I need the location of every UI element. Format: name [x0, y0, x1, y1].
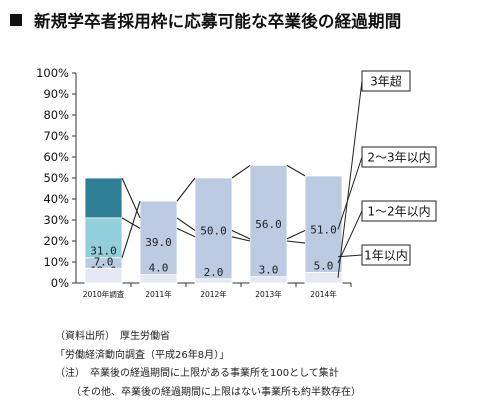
connector-line: [231, 236, 251, 242]
bar-segment: [84, 267, 123, 284]
data-label: 39.0: [145, 236, 172, 249]
data-label: 4.0: [149, 262, 169, 275]
notes-block: （資料出所） 厚生労働省 「労働経済動向調査（平成26年8月）」 （注） 卒業後…: [55, 328, 361, 402]
method-subnote: （その他、卒業後の経過期間に上限はない事業所も約半数存在）: [71, 386, 361, 398]
connector-line: [176, 217, 196, 231]
bar-segment: [139, 200, 178, 284]
y-tick-label: 50%: [43, 171, 69, 185]
survey-note: 「労働経済動向調査（平成26年8月）」: [55, 349, 230, 361]
legend-box: [361, 244, 411, 266]
connector-line: [121, 217, 141, 229]
x-tick-label: 2011年: [145, 289, 172, 299]
bar-segment: [304, 175, 343, 284]
legend-leader-line: [337, 156, 363, 230]
title-row: 新規学卒者採用枠に応募可能な卒業後の経過期間: [6, 7, 401, 33]
legend-label: 3年超: [370, 74, 402, 89]
bar-segment: [249, 276, 288, 284]
y-tick-label: 100%: [36, 66, 69, 80]
y-tick-label: 40%: [43, 192, 69, 206]
data-label: 5.0: [314, 260, 334, 273]
connector-line: [121, 200, 141, 258]
data-label: 7.0: [94, 255, 114, 268]
connector-line: [176, 177, 196, 202]
legend-leader-line: [337, 254, 363, 258]
connector-line: [231, 230, 251, 240]
data-label: 51.0: [310, 223, 337, 236]
connector-line: [286, 240, 306, 244]
x-tick-label: 2014年: [310, 289, 337, 299]
legend-box: [361, 146, 437, 168]
x-tick-label: 2010年調査: [83, 289, 125, 299]
legend-label: 1年以内: [364, 249, 408, 263]
method-note: （注） 卒業後の経過期間に上限がある事業所を100として集計: [55, 368, 339, 379]
data-label: 50.0: [200, 225, 227, 238]
chart-title: 新規学卒者採用枠に応募可能な卒業後の経過期間: [34, 12, 402, 31]
x-tick-label: 2012年: [200, 289, 227, 299]
y-tick-label: 80%: [43, 108, 69, 122]
source-note: （資料出所） 厚生労働省: [55, 331, 170, 342]
x-tick-label: 2013年: [255, 289, 282, 299]
legend-leader-line: [337, 80, 363, 278]
legend-leader-line: [337, 210, 363, 264]
y-tick-label: 60%: [43, 150, 69, 164]
data-label: 3.0: [259, 264, 279, 277]
title-bullet-icon: [10, 14, 22, 26]
y-tick-label: 30%: [43, 213, 69, 227]
connector-line: [286, 164, 306, 177]
connector-line: [231, 164, 251, 179]
stacked-bar-chart: 0% 10% 20% 30% 40% 50% 60% 70% 80% 90% 100% 50.0 31.…: [36, 66, 437, 299]
data-label: 56.0: [255, 218, 282, 231]
y-tick-label: 0%: [51, 276, 69, 290]
bar-segment: [304, 272, 343, 284]
legend-box: [361, 200, 437, 222]
connector-line: [176, 227, 196, 238]
bar-segment: [139, 274, 178, 284]
y-tick-label: 20%: [43, 234, 69, 248]
legend-box: [361, 70, 411, 92]
legend-label: 2～3年以内: [367, 151, 430, 165]
connector-line: [286, 230, 306, 240]
y-tick-label: 70%: [43, 129, 69, 143]
data-label: 2.0: [204, 266, 224, 279]
bar-segment: [194, 278, 233, 284]
connector-line: [121, 177, 141, 219]
data-label: 31.0: [90, 244, 117, 257]
y-tick-label: 10%: [43, 255, 69, 269]
y-tick-label: 90%: [43, 87, 69, 101]
legend-label: 1～2年以内: [367, 205, 430, 219]
bar-segment: [249, 164, 288, 284]
